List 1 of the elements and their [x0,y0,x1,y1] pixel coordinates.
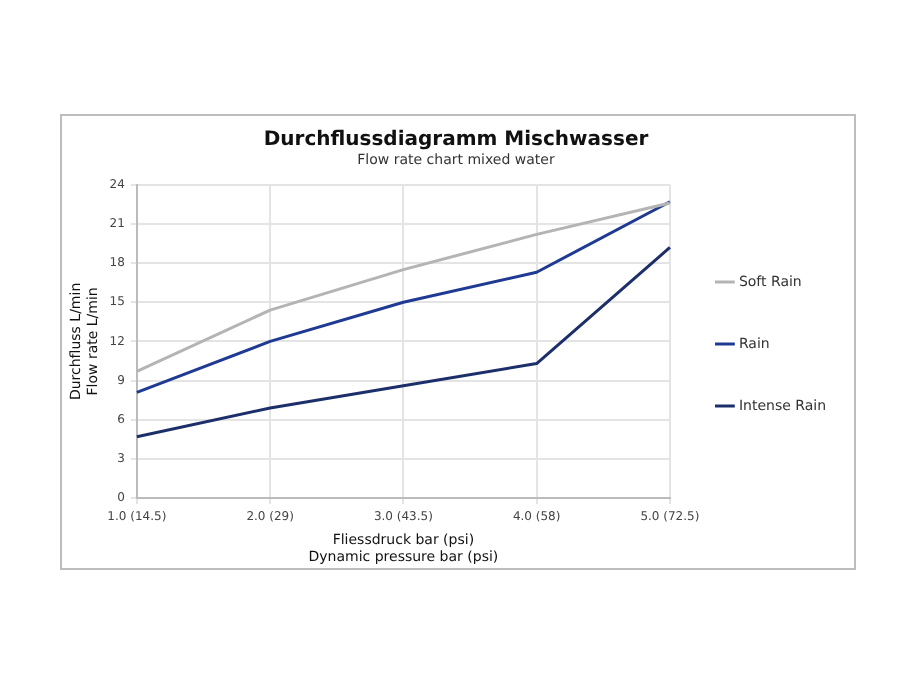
chart-title: Durchflussdiagramm Mischwasser [263,129,649,152]
